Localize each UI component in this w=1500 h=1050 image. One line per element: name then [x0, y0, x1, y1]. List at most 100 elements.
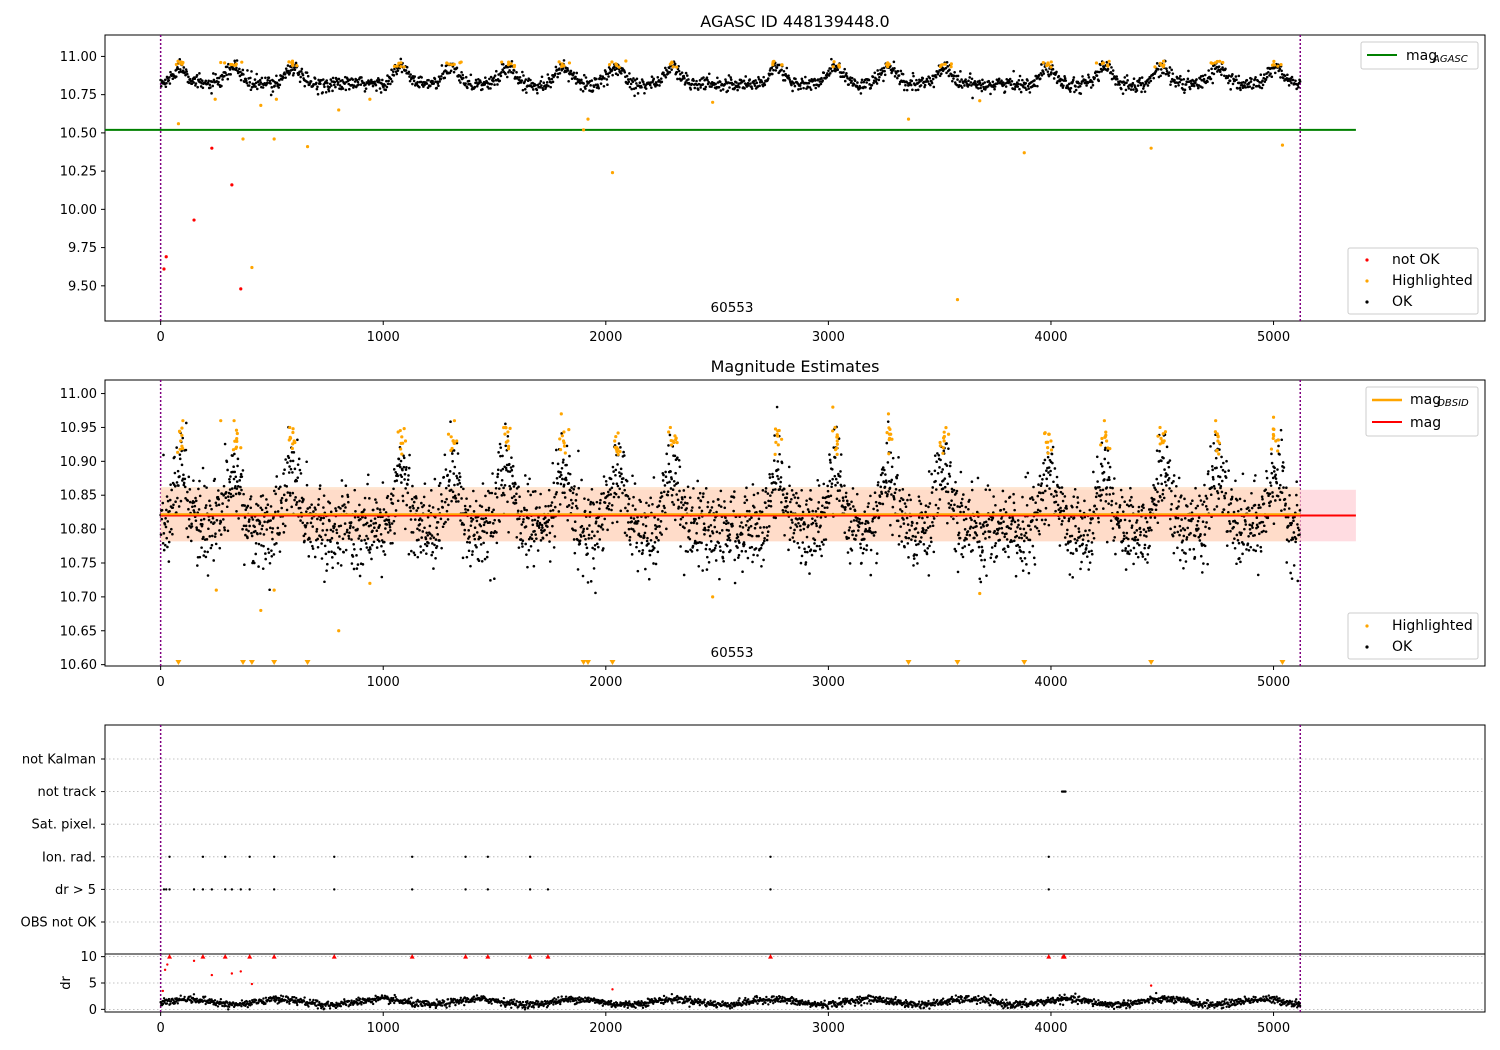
ok-point: [729, 549, 732, 552]
ok-point: [1144, 82, 1148, 85]
ok-point: [921, 516, 924, 520]
ok-point: [844, 506, 847, 509]
ok-point: [817, 501, 821, 504]
ok-point: [308, 506, 312, 509]
ok-point: [181, 436, 185, 440]
ok-point: [197, 487, 200, 491]
ok-point: [713, 525, 717, 529]
ok-point: [698, 491, 702, 495]
ok-point: [807, 545, 811, 549]
ok-point: [1033, 563, 1037, 566]
ok-point: [963, 84, 966, 87]
ok-point: [1020, 559, 1024, 563]
ok-point: [452, 449, 456, 452]
ok-point: [818, 544, 821, 548]
ok-point: [900, 540, 904, 543]
ok-point: [389, 529, 392, 532]
ok-point: [639, 535, 643, 538]
ok-point: [988, 488, 992, 492]
ok-point: [193, 511, 196, 514]
ok-point: [352, 542, 355, 546]
ok-point: [273, 84, 276, 88]
ok-point: [1131, 505, 1135, 509]
ok-point: [1008, 516, 1011, 519]
ok-point: [174, 75, 178, 78]
ok-point: [1061, 519, 1064, 523]
ok-point: [644, 524, 648, 528]
ok-point: [850, 500, 853, 504]
x-tick-label: 0: [157, 330, 165, 345]
ok-point: [433, 543, 436, 547]
ok-point: [551, 524, 554, 528]
ok-point: [517, 485, 520, 489]
ok-point: [759, 526, 762, 529]
ok-point: [776, 474, 779, 478]
ok-point: [483, 557, 487, 561]
ok-point: [959, 470, 963, 474]
ok-point: [337, 505, 341, 509]
ok-point: [532, 539, 536, 543]
ok-point: [1184, 83, 1188, 86]
ok-point: [564, 476, 568, 480]
ok-point: [176, 469, 180, 473]
ok-point: [1139, 533, 1142, 537]
ok-point: [1260, 86, 1264, 90]
ok-point: [1079, 534, 1083, 538]
ok-point: [387, 79, 390, 83]
ok-point: [329, 78, 333, 81]
ok-point: [1047, 471, 1050, 474]
ok-point: [1134, 538, 1137, 542]
ok-point: [494, 69, 498, 73]
ok-point: [507, 530, 510, 534]
ok-point: [958, 80, 962, 83]
ok-point: [883, 73, 887, 77]
ok-point: [649, 496, 652, 500]
ok-point: [353, 488, 357, 492]
ok-point: [1102, 470, 1106, 474]
ok-point: [988, 82, 992, 85]
ok-point: [1033, 525, 1037, 528]
ok-point: [298, 506, 302, 510]
ok-point: [162, 548, 166, 552]
ok-point: [395, 479, 399, 482]
ok-point: [930, 472, 933, 476]
ok-point: [359, 547, 363, 551]
ok-point: [355, 554, 358, 557]
ok-point: [198, 479, 201, 483]
ok-point: [391, 70, 395, 73]
ok-point: [450, 499, 453, 503]
ok-point: [1059, 506, 1062, 510]
ok-point: [1154, 508, 1158, 512]
ok-point: [958, 536, 962, 540]
ok-point: [1046, 70, 1050, 73]
highlighted-point: [586, 117, 590, 121]
ok-point: [457, 493, 461, 496]
ok-point: [1240, 84, 1244, 87]
ok-point: [757, 75, 760, 79]
panel-2-plot-area: [159, 380, 1356, 666]
ok-point: [605, 483, 608, 487]
ok-point: [1264, 78, 1268, 81]
ok-point: [1237, 74, 1241, 78]
ok-point: [333, 522, 337, 526]
ok-point: [673, 484, 676, 487]
ok-point: [482, 541, 485, 545]
ok-point: [863, 537, 866, 541]
ok-point: [279, 485, 282, 489]
ok-point: [479, 543, 483, 546]
ok-point: [988, 535, 991, 539]
ok-point: [838, 499, 841, 503]
ok-point: [1042, 473, 1046, 477]
ok-point: [178, 453, 182, 456]
ok-point: [816, 478, 820, 482]
ok-point: [402, 465, 406, 469]
ok-point: [766, 492, 770, 495]
ok-point: [1079, 567, 1082, 571]
ok-point: [770, 491, 774, 494]
ok-point: [321, 538, 324, 542]
ok-point: [270, 555, 274, 558]
ok-point: [244, 79, 248, 83]
ok-point: [702, 76, 705, 79]
ok-point: [1019, 557, 1022, 560]
ok-point: [1192, 84, 1196, 88]
